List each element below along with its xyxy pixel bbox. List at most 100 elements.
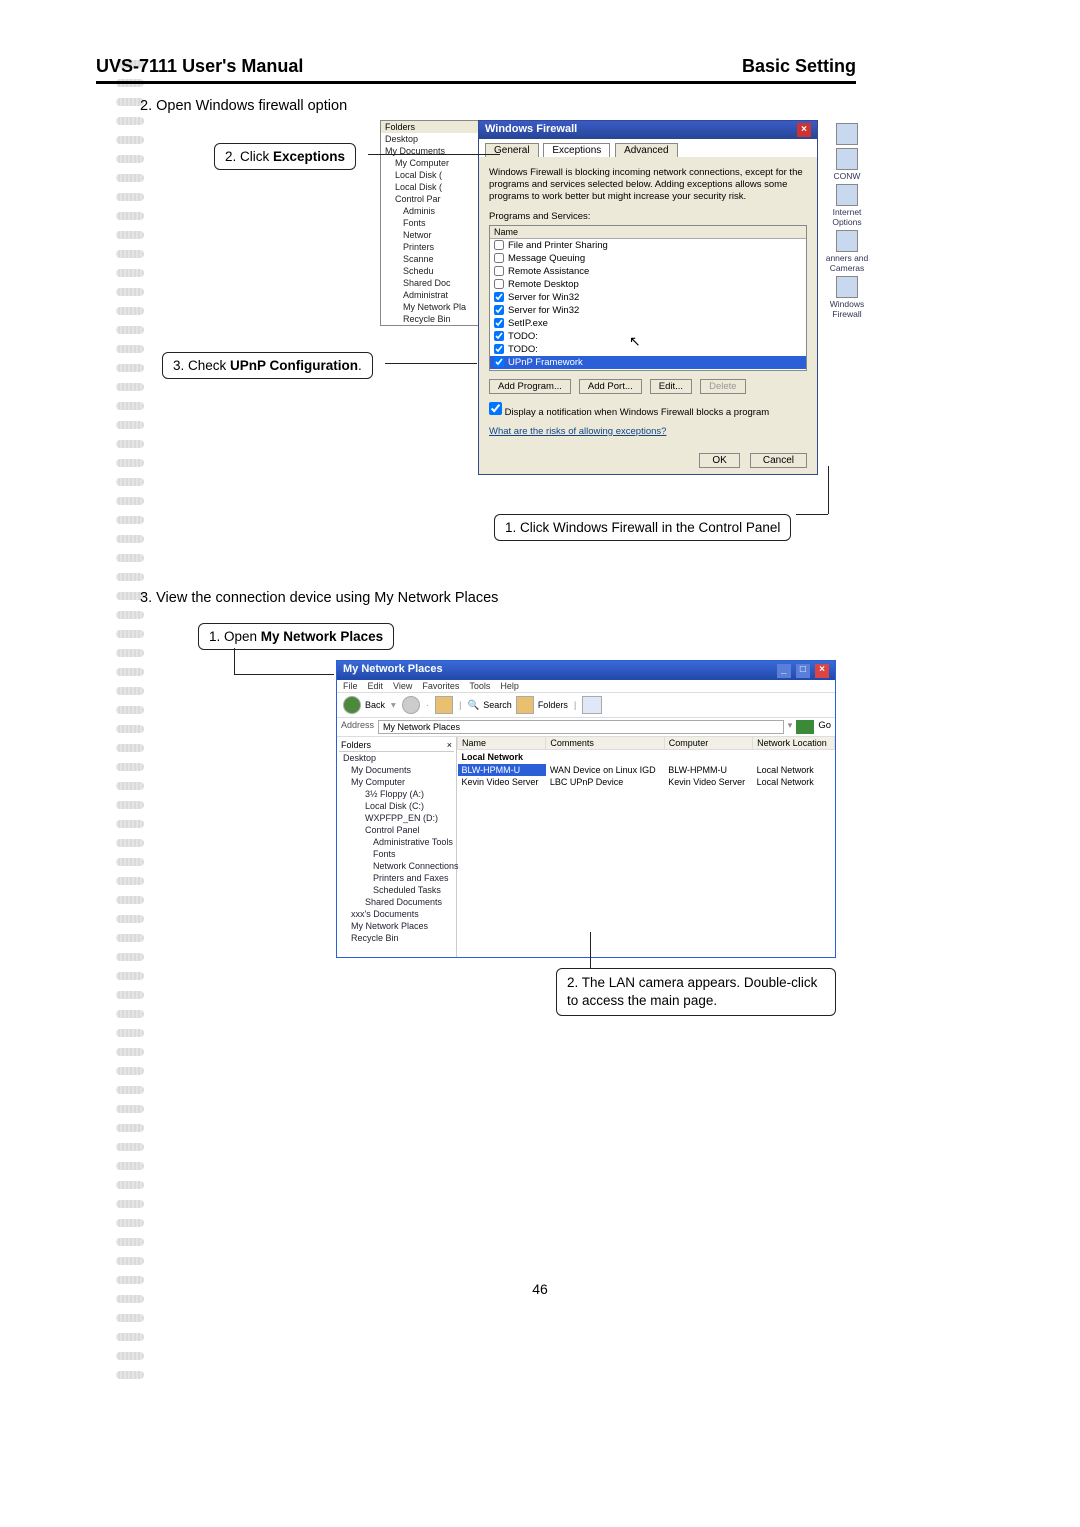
folder-node[interactable]: My Computer	[339, 776, 454, 788]
list-col[interactable]: Comments	[546, 737, 664, 750]
folder-node[interactable]: My Documents	[339, 764, 454, 776]
folder-node[interactable]: My Network Places	[339, 920, 454, 932]
tree-item[interactable]: Desktop	[381, 133, 479, 145]
program-row[interactable]: TODO:	[490, 343, 806, 356]
program-row[interactable]: Remote Desktop	[490, 278, 806, 291]
notify-label: Display a notification when Windows Fire…	[505, 407, 770, 418]
menu-view[interactable]: View	[393, 681, 412, 691]
tree-item[interactable]: Adminis	[381, 205, 479, 217]
views-icon[interactable]	[582, 696, 602, 714]
menu-edit[interactable]: Edit	[368, 681, 384, 691]
cancel-button[interactable]: Cancel	[750, 453, 807, 468]
close-icon[interactable]: ×	[797, 123, 811, 137]
ok-button[interactable]: OK	[699, 453, 739, 468]
folder-node[interactable]: Administrative Tools	[339, 836, 454, 848]
folder-node[interactable]: Scheduled Tasks	[339, 884, 454, 896]
folder-node[interactable]: Recycle Bin	[339, 932, 454, 944]
list-col[interactable]: Name	[458, 737, 546, 750]
risks-link[interactable]: What are the risks of allowing exception…	[489, 426, 807, 437]
tree-item[interactable]: Local Disk (	[381, 169, 479, 181]
forward-icon[interactable]	[402, 696, 420, 714]
tab-advanced[interactable]: Advanced	[615, 143, 677, 157]
folder-node[interactable]: Shared Documents	[339, 896, 454, 908]
folder-node[interactable]: Local Disk (C:)	[339, 800, 454, 812]
tree-item[interactable]: Shared Doc	[381, 277, 479, 289]
cp-icon[interactable]: Internet Options	[822, 184, 872, 227]
add-program-button[interactable]: Add Program...	[489, 379, 571, 394]
lead3h	[796, 514, 828, 515]
edit-button[interactable]: Edit...	[650, 379, 692, 394]
up-icon[interactable]	[435, 696, 453, 714]
spiral-binding	[116, 60, 144, 1380]
list-item[interactable]: Kevin Video ServerLBC UPnP DeviceKevin V…	[458, 776, 835, 788]
page: UVS-7111 User's Manual Basic Setting 2. …	[96, 56, 856, 120]
tree-item[interactable]: Control Par	[381, 193, 479, 205]
tree-item[interactable]: Administrat	[381, 289, 479, 301]
folder-node[interactable]: 3½ Floppy (A:)	[339, 788, 454, 800]
tree-item[interactable]: Recycle Bin	[381, 313, 479, 325]
folder-node[interactable]: Network Connections	[339, 860, 454, 872]
wf-title-text: Windows Firewall	[485, 123, 577, 137]
menu-favorites[interactable]: Favorites	[422, 681, 459, 691]
folders-icon[interactable]	[516, 696, 534, 714]
callout-click-firewall: 1. Click Windows Firewall in the Control…	[494, 514, 791, 541]
list-item[interactable]: BLW-HPMM-UWAN Device on Linux IGDBLW-HPM…	[458, 764, 835, 776]
lead4h	[234, 674, 334, 675]
tree-item[interactable]: My Documents	[381, 145, 479, 157]
list-col[interactable]: Computer	[664, 737, 752, 750]
program-row[interactable]: Server for Win32	[490, 291, 806, 304]
list-group: Local Network	[458, 750, 835, 765]
folder-node[interactable]: Fonts	[339, 848, 454, 860]
tree-item[interactable]: My Network Pla	[381, 301, 479, 313]
mnp-address-bar: Address My Network Places ▾ Go	[337, 718, 835, 737]
windows-firewall-dialog: Windows Firewall × General Exceptions Ad…	[478, 120, 818, 475]
tree-item[interactable]: Printers	[381, 241, 479, 253]
cp-icon[interactable]	[822, 123, 872, 145]
folder-node[interactable]: Control Panel	[339, 824, 454, 836]
folder-node[interactable]: xxx's Documents	[339, 908, 454, 920]
search-icon[interactable]: 🔍	[467, 700, 479, 711]
lead4v	[234, 648, 235, 674]
program-row[interactable]: SetIP.exe	[490, 317, 806, 330]
add-port-button[interactable]: Add Port...	[579, 379, 642, 394]
close-icon[interactable]: ×	[815, 664, 829, 678]
tree-item[interactable]: Local Disk (	[381, 181, 479, 193]
tree-item[interactable]: Schedu	[381, 265, 479, 277]
program-row[interactable]: TODO:	[490, 330, 806, 343]
program-row[interactable]: Message Queuing	[490, 252, 806, 265]
minimize-icon[interactable]: _	[777, 664, 791, 678]
program-row[interactable]: File and Printer Sharing	[490, 239, 806, 252]
menu-help[interactable]: Help	[500, 681, 519, 691]
folder-node[interactable]: Desktop	[339, 752, 454, 764]
program-row[interactable]: UPnP Framework	[490, 356, 806, 369]
addr-field[interactable]: My Network Places	[378, 720, 784, 734]
step3-heading: 3. View the connection device using My N…	[140, 590, 498, 606]
program-row[interactable]: Server for Win32	[490, 304, 806, 317]
cp-icon[interactable]: anners and Cameras	[822, 230, 872, 273]
tree-item[interactable]: Scanne	[381, 253, 479, 265]
cp-icon[interactable]: CONW	[822, 148, 872, 181]
folder-node[interactable]: WXPFPP_EN (D:)	[339, 812, 454, 824]
cp-icon[interactable]: Windows Firewall	[822, 276, 872, 319]
notify-checkbox[interactable]: Display a notification when Windows Fire…	[489, 407, 769, 418]
delete-button[interactable]: Delete	[700, 379, 745, 394]
menu-file[interactable]: File	[343, 681, 358, 691]
tree-item[interactable]: Fonts	[381, 217, 479, 229]
mnp-toolbar: Back ▾ · | 🔍 Search Folders |	[337, 692, 835, 718]
list-col[interactable]: Network Location	[753, 737, 835, 750]
program-row[interactable]: Remote Assistance	[490, 265, 806, 278]
tab-exceptions[interactable]: Exceptions	[543, 143, 610, 157]
folders-panel-title: Folders	[341, 740, 371, 750]
menu-tools[interactable]: Tools	[469, 681, 490, 691]
lead2	[385, 363, 477, 364]
tree-item[interactable]: Networ	[381, 229, 479, 241]
page-header: UVS-7111 User's Manual Basic Setting	[96, 56, 856, 84]
go-icon[interactable]	[796, 720, 814, 734]
tree-item[interactable]: My Computer	[381, 157, 479, 169]
programs-list[interactable]: Name File and Printer SharingMessage Que…	[489, 225, 807, 371]
maximize-icon[interactable]: □	[796, 664, 810, 678]
back-icon[interactable]	[343, 696, 361, 714]
step2-heading: 2. Open Windows firewall option	[140, 98, 856, 114]
folders-close-icon[interactable]: ×	[447, 740, 452, 750]
folder-node[interactable]: Printers and Faxes	[339, 872, 454, 884]
